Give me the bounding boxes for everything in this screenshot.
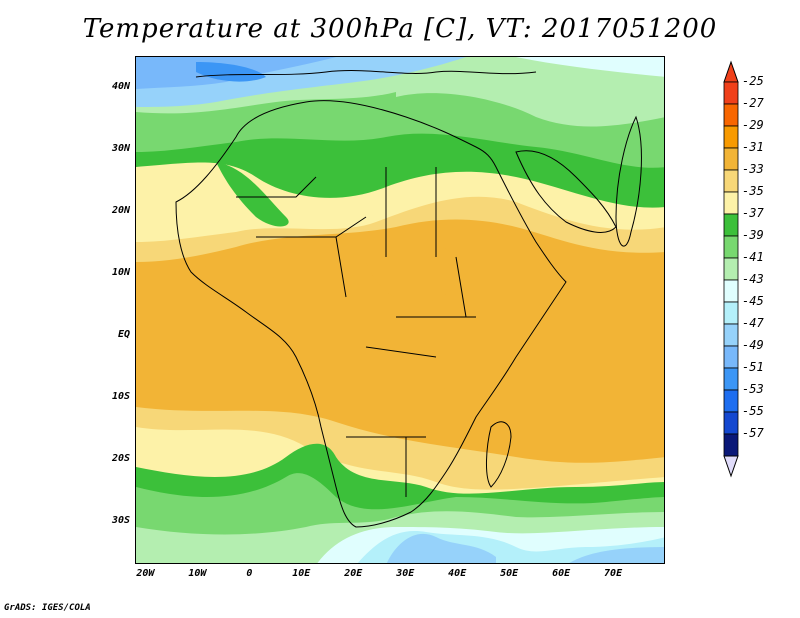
africa-coastline [175,100,567,528]
colorbar-label: -47 [742,316,764,330]
colorbar-swatch [723,279,739,303]
colorbar-max-arrow [723,60,739,83]
lat-tick-label: 30N [111,142,130,154]
colorbar-label: -55 [742,404,764,418]
colorbar-swatch [723,81,739,105]
lat-tick-label: 10N [111,266,130,278]
field-band-southeast-blue [569,547,664,563]
lon-tick-label: 10W [188,568,207,579]
colorbar-swatch [723,125,739,149]
colorbar-label: -35 [742,184,764,198]
lat-tick-label: EQ [117,328,130,340]
colorbar-swatch [723,257,739,281]
colorbar-label: -49 [742,338,764,352]
lon-tick-label: 20E [344,568,363,579]
colorbar-min-arrow [723,455,739,478]
colorbar-label: -37 [742,206,764,220]
colorbar-swatch [723,169,739,193]
colorbar-swatch [723,345,739,369]
colorbar-swatch [723,213,739,237]
temperature-map [135,56,665,564]
colorbar-label: -51 [742,360,764,374]
lon-tick-label: 30E [396,568,415,579]
madagascar-coastline [486,421,512,488]
lat-tick-label: 40N [111,80,130,92]
colorbar-swatch [723,389,739,413]
map-title: Temperature at 300hPa [C], VT: 201705120… [82,14,718,44]
colorbar-label: -31 [742,140,764,154]
coastlines [175,70,642,528]
colorbar-label: -27 [742,96,764,110]
lon-tick-label: 40E [448,568,467,579]
colorbar-label: -53 [742,382,764,396]
colorbar-label: -41 [742,250,764,264]
colorbar-swatch [723,433,739,457]
lat-tick-label: 20N [111,204,130,216]
country-borders [236,167,476,497]
colorbar-label: -25 [742,74,764,88]
colorbar-swatch [723,147,739,171]
field-patch-west-sahara [216,162,289,227]
lon-tick-label: 10E [292,568,311,579]
colorbar-swatch [723,103,739,127]
lat-tick-label: 30S [111,514,130,526]
colorbar-swatch [723,301,739,325]
colorbar-label: -45 [742,294,764,308]
lon-tick-label: 50E [500,568,519,579]
lat-tick-label: 20S [111,452,130,464]
field-band-south-blue [387,533,496,563]
lat-tick-label: 10S [111,390,130,402]
colorbar-swatch [723,323,739,347]
colorbar-swatch [723,367,739,391]
colorbar-swatch [723,191,739,215]
lon-tick-label: 70E [604,568,623,579]
colorbar-label: -29 [742,118,764,132]
lon-tick-label: 0 [246,568,253,579]
colorbar-label: -43 [742,272,764,286]
footer-credit: GrADS: IGES/COLA [4,603,91,613]
colorbar-swatch [723,411,739,435]
field-patch-northeast-cyan [516,57,664,77]
temperature-field [136,57,664,563]
field-patch-north-core [196,62,266,82]
lon-tick-label: 60E [552,568,571,579]
india-coastline [615,115,642,247]
colorbar-label: -39 [742,228,764,242]
lon-tick-label: 20W [136,568,155,579]
field-band-tropics-core [136,247,664,417]
colorbar-swatch [723,235,739,259]
colorbar-label: -57 [742,426,764,440]
europe-coastline [195,70,537,78]
colorbar-label: -33 [742,162,764,176]
